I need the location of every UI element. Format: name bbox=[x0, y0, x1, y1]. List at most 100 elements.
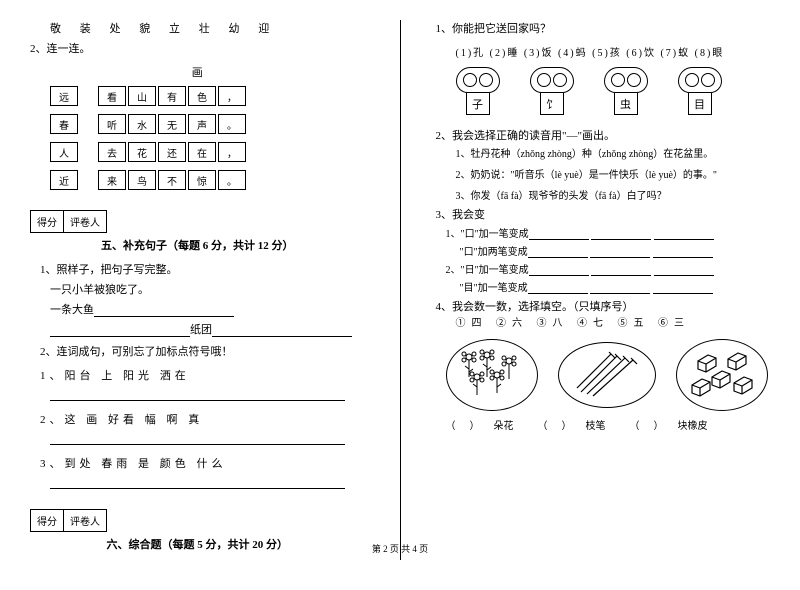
q3-1: 1、"口"加一笔变成 bbox=[446, 225, 771, 240]
count-item: （）块橡皮 bbox=[630, 417, 708, 432]
count-item: （）朵花 bbox=[446, 417, 514, 432]
answer-line[interactable] bbox=[50, 475, 345, 489]
q4-options: ①四 ②六 ③八 ④七 ⑤五 ⑥三 bbox=[456, 314, 771, 329]
fill-blank[interactable] bbox=[529, 228, 589, 240]
sentence-1: 1、阳台 上 阳光 洒在 bbox=[40, 367, 365, 383]
pencils-icon bbox=[567, 350, 647, 400]
option-row: (1)孔 (2)睡 (3)饭 (4)蚂 (5)孩 (6)饮 (7)蚁 (8)眼 bbox=[456, 44, 771, 59]
left-column: 敬 装 处 貌 立 壮 幼 迎 2、连一连。 画 远 春 人 近 看 山 有 色… bbox=[30, 20, 365, 560]
mushroom-stem: 饣 bbox=[540, 93, 564, 115]
fill-blank[interactable] bbox=[528, 246, 588, 258]
fill-blank[interactable] bbox=[653, 282, 713, 294]
cell: 水 bbox=[128, 114, 156, 134]
sentence-2: 2、这 画 好看 幅 啊 真 bbox=[40, 411, 365, 427]
mushroom-icon: 目 bbox=[678, 67, 722, 115]
match-grid: 远 春 人 近 看 山 有 色 ， 听 水 无 声 。 bbox=[50, 86, 365, 190]
score-label: 得分 bbox=[30, 210, 63, 233]
q3-1-text: 1、"口"加一笔变成 bbox=[446, 229, 529, 240]
grid-row: 看 山 有 色 ， bbox=[98, 86, 246, 106]
mushroom-cap bbox=[678, 67, 722, 93]
grader-label: 评卷人 bbox=[63, 509, 107, 532]
circle-icon bbox=[463, 73, 477, 87]
fill-blank[interactable] bbox=[654, 264, 714, 276]
r-q1: 1、你能把它送回家吗？ bbox=[436, 20, 771, 36]
char-spacing-row: 敬 装 处 貌 立 壮 幼 迎 bbox=[30, 20, 365, 36]
worksheet-page: 敬 装 处 貌 立 壮 幼 迎 2、连一连。 画 远 春 人 近 看 山 有 色… bbox=[0, 0, 800, 590]
paren-blank[interactable]: （） bbox=[446, 417, 494, 432]
cell: 。 bbox=[218, 170, 246, 190]
fill-blank[interactable] bbox=[654, 228, 714, 240]
mushroom-cap bbox=[456, 67, 500, 93]
count-label: 块橡皮 bbox=[678, 417, 708, 432]
cell: 听 bbox=[98, 114, 126, 134]
fill-blank[interactable] bbox=[94, 305, 234, 317]
flowers-oval bbox=[446, 339, 538, 411]
mushroom-cap bbox=[604, 67, 648, 93]
count-item: （）枝笔 bbox=[538, 417, 606, 432]
fill-blank[interactable] bbox=[653, 246, 713, 258]
mushroom-icon: 饣 bbox=[530, 67, 574, 115]
cell: 花 bbox=[128, 142, 156, 162]
cell: 春 bbox=[50, 114, 78, 134]
score-box: 得分 评卷人 bbox=[30, 509, 365, 532]
r-q4: 4、我会数一数，选择填空。（只填序号） bbox=[436, 298, 771, 314]
example-3: 纸团 bbox=[50, 321, 365, 337]
mushroom-icon: 虫 bbox=[604, 67, 648, 115]
fill-blank[interactable] bbox=[529, 264, 589, 276]
page-footer: 第 2 页 共 4 页 bbox=[0, 542, 800, 555]
cell: 鸟 bbox=[128, 170, 156, 190]
answer-line[interactable] bbox=[50, 431, 345, 445]
fill-blank[interactable] bbox=[591, 264, 651, 276]
q3-1b: "口"加两笔变成 bbox=[460, 243, 771, 258]
q2-sub3: 3、你发（fā fà）现爷爷的头发（fā fà）白了吗？ bbox=[456, 187, 771, 202]
q2-sub1: 1、牡丹花种（zhǒng zhòng）种（zhǒng zhòng）在花盆里。 bbox=[456, 145, 771, 160]
q2-label: 2、连一连。 bbox=[30, 40, 365, 56]
fill-blank[interactable] bbox=[50, 325, 190, 337]
count-row: （）朵花 （）枝笔 （）块橡皮 bbox=[446, 417, 771, 432]
grid-row: 去 花 还 在 ， bbox=[98, 142, 246, 162]
grid-row: 听 水 无 声 。 bbox=[98, 114, 246, 134]
cell: 无 bbox=[158, 114, 186, 134]
fill-blank[interactable] bbox=[528, 282, 588, 294]
cell: 惊 bbox=[188, 170, 216, 190]
mushroom-stem: 目 bbox=[688, 93, 712, 115]
circle-icon bbox=[553, 73, 567, 87]
cell: 远 bbox=[50, 86, 78, 106]
mushroom-stem: 虫 bbox=[614, 93, 638, 115]
cell: 不 bbox=[158, 170, 186, 190]
cell: ， bbox=[218, 86, 246, 106]
fill-blank[interactable] bbox=[590, 246, 650, 258]
count-label: 枝笔 bbox=[586, 417, 606, 432]
right-column: 1、你能把它送回家吗？ (1)孔 (2)睡 (3)饭 (4)蚂 (5)孩 (6)… bbox=[436, 20, 771, 560]
q5-1: 1、照样子，把句子写完整。 bbox=[30, 261, 365, 277]
circle-icon bbox=[627, 73, 641, 87]
ex2-text: 一条大鱼 bbox=[50, 304, 94, 316]
score-box: 得分 评卷人 bbox=[30, 210, 365, 233]
cell: 人 bbox=[50, 142, 78, 162]
fill-blank[interactable] bbox=[591, 228, 651, 240]
mushroom-row: 子 饣 虫 目 bbox=[456, 67, 771, 115]
q3-1b-text: "口"加两笔变成 bbox=[460, 247, 528, 258]
cell: ， bbox=[218, 142, 246, 162]
fill-blank[interactable] bbox=[590, 282, 650, 294]
paren-blank[interactable]: （） bbox=[538, 417, 586, 432]
cell: 声 bbox=[188, 114, 216, 134]
erasers-icon bbox=[684, 345, 760, 405]
q3-2b-text: "目"加一笔变成 bbox=[460, 283, 528, 294]
r-q2: 2、我会选择正确的读音用"—"画出。 bbox=[436, 127, 771, 143]
erasers-oval bbox=[676, 339, 768, 411]
mushroom-icon: 子 bbox=[456, 67, 500, 115]
answer-line[interactable] bbox=[50, 387, 345, 401]
paren-blank[interactable]: （） bbox=[630, 417, 678, 432]
picture-row bbox=[446, 339, 771, 411]
q3-2: 2、"日"加一笔变成 bbox=[446, 261, 771, 276]
grid-row: 来 鸟 不 惊 。 bbox=[98, 170, 246, 190]
q2-sub2: 2、奶奶说："听音乐（lè yuè）是一件快乐（lè yuè）的事。" bbox=[456, 166, 771, 181]
fill-blank[interactable] bbox=[212, 325, 352, 337]
q3-2b: "目"加一笔变成 bbox=[460, 279, 771, 294]
cell: 近 bbox=[50, 170, 78, 190]
circle-icon bbox=[479, 73, 493, 87]
cell: 山 bbox=[128, 86, 156, 106]
flowers-icon bbox=[457, 347, 527, 403]
pencils-oval bbox=[558, 342, 656, 408]
